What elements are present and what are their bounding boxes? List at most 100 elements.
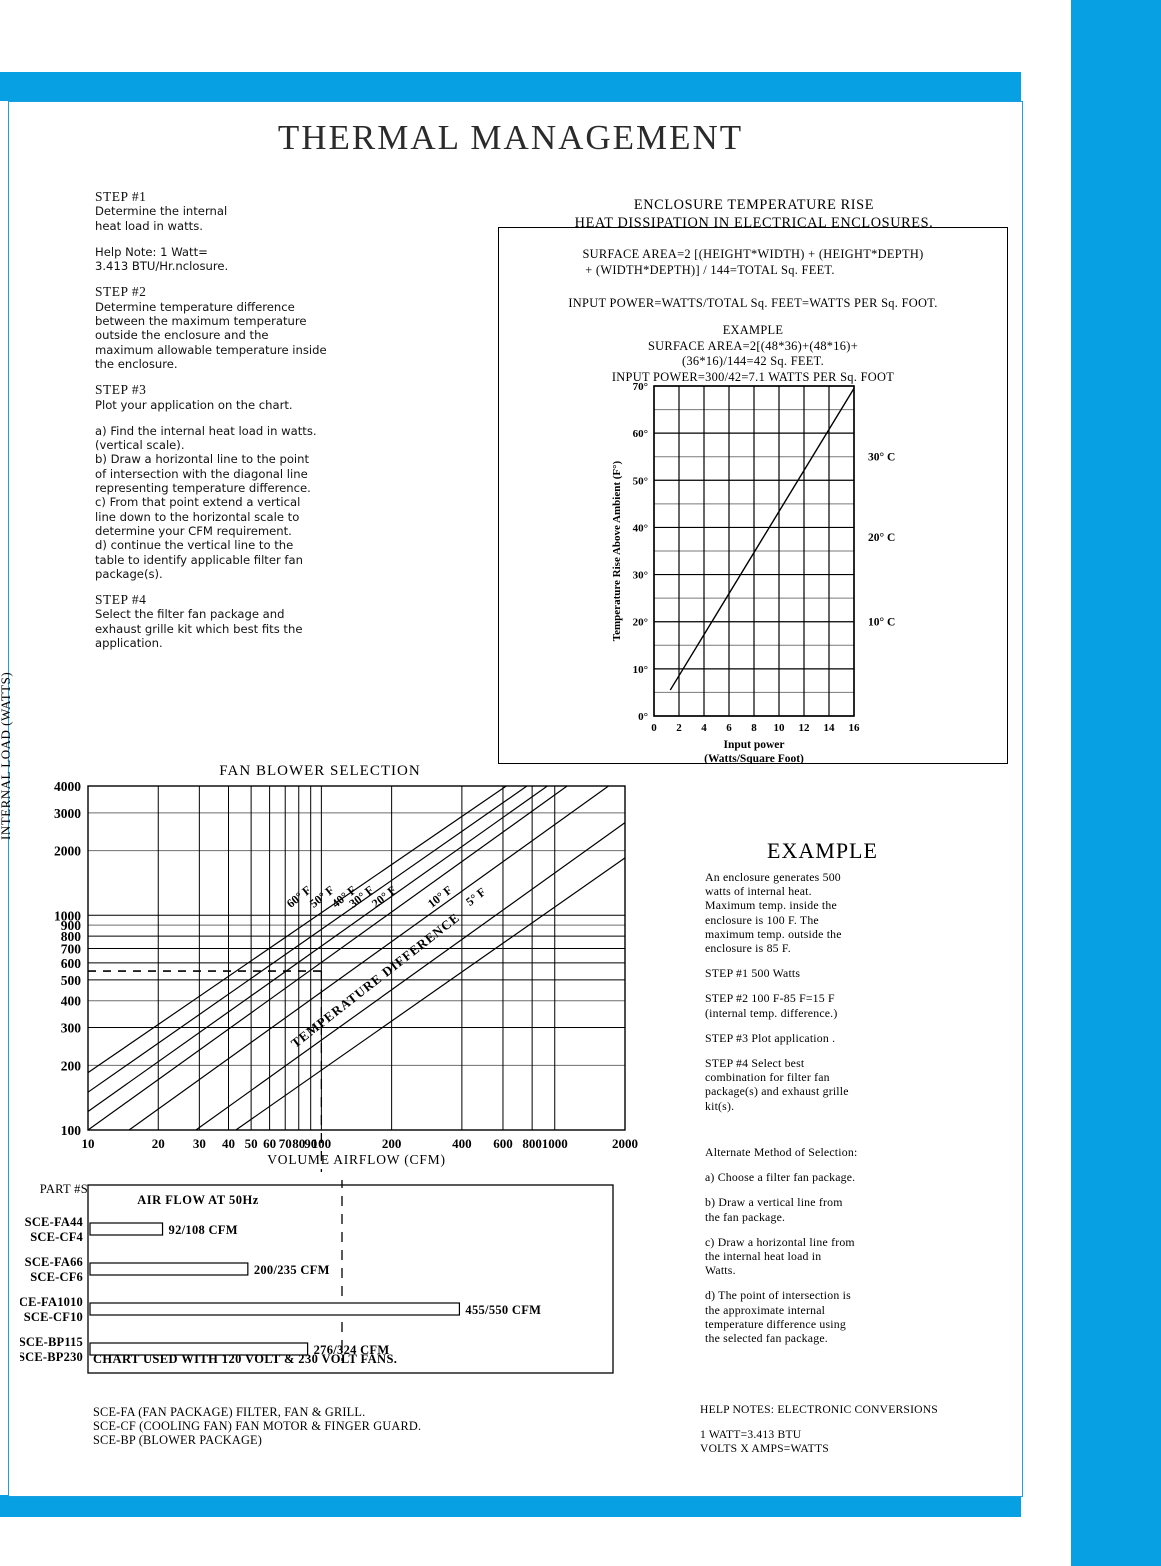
enclosure-temperature-rise-chart: 0° 10° 20° 30° 40° 50° 60° 70° 0 2 4 6 8 10 12 14 16 30° …	[499, 378, 1007, 763]
svg-text:100: 100	[312, 1136, 332, 1151]
svg-text:SCE-CF6: SCE-CF6	[30, 1270, 83, 1284]
svg-text:800: 800	[61, 929, 82, 944]
example-body: An enclosure generates 500 watts of inte…	[705, 870, 945, 1124]
fan-blower-x-axis-label: VOLUME AIRFLOW (CFM)	[267, 1152, 446, 1167]
help-notes-heading: HELP NOTES: ELECTRONIC CONVERSIONS	[700, 1403, 938, 1416]
footer-accent-bar	[0, 1495, 1021, 1517]
alternate-item-d: d) The point of intersection is the appr…	[705, 1288, 851, 1346]
svg-text:12: 12	[799, 722, 811, 734]
svg-text:200: 200	[382, 1136, 402, 1151]
svg-text:0: 0	[651, 722, 657, 734]
svg-text:200: 200	[61, 1058, 82, 1073]
svg-text:2: 2	[676, 722, 682, 734]
svg-text:14: 14	[824, 722, 836, 734]
svg-text:40°: 40°	[633, 522, 648, 534]
step3-body: Plot your application on the chart.	[95, 397, 293, 412]
svg-text:20°: 20°	[633, 617, 648, 629]
svg-text:800: 800	[522, 1136, 542, 1151]
svg-text:20° C: 20° C	[868, 532, 895, 544]
svg-text:(Watts/Square Foot): (Watts/Square Foot)	[704, 753, 804, 763]
svg-text:8: 8	[751, 722, 757, 734]
step1-heading: STEP #1	[95, 189, 147, 204]
svg-text:2000: 2000	[54, 844, 81, 859]
svg-text:Temperature Rise Above Ambient: Temperature Rise Above Ambient (F°)	[611, 460, 623, 641]
svg-text:Input power: Input power	[723, 739, 784, 751]
svg-text:30°: 30°	[633, 570, 648, 582]
fan-blower-chart-title: FAN BLOWER SELECTION	[219, 763, 421, 779]
svg-text:0°: 0°	[638, 711, 648, 723]
svg-text:4: 4	[701, 722, 707, 734]
enclosure-input-power-formula: INPUT POWER=WATTS/TOTAL Sq. FEET=WATTS P…	[568, 296, 938, 310]
step3-items: a) Find the internal heat load in watts.…	[95, 423, 317, 581]
page-title: THERMAL MANAGEMENT	[277, 118, 744, 157]
svg-text:455/550 CFM: 455/550 CFM	[465, 1303, 541, 1317]
alternate-item-b: b) Draw a vertical line from the fan pac…	[705, 1195, 843, 1224]
fan-blower-selection-chart: 100 200 300 400 500 600 700 800 900 1000 2000 3000 4…	[30, 778, 640, 1173]
fan-airflow-table: AIR FLOW AT 50Hz CHART USED WITH 120 VOLT…	[20, 1180, 620, 1385]
alternate-method-block: Alternate Method of Selection: a) Choose…	[705, 1145, 950, 1356]
formula-line2: + (WIDTH*DEPTH)] / 144=TOTAL Sq. FEET.	[585, 263, 835, 277]
svg-text:70: 70	[279, 1136, 292, 1151]
enclosure-panel: SURFACE AREA=2 [(HEIGHT*WIDTH) + (HEIGHT…	[498, 227, 1008, 764]
svg-text:SCE-FA44: SCE-FA44	[25, 1215, 84, 1229]
svg-text:600: 600	[493, 1136, 513, 1151]
svg-text:30: 30	[193, 1136, 206, 1151]
svg-text:3000: 3000	[54, 806, 81, 821]
help-notes-watt: 1 WATT=3.413 BTU	[700, 1428, 802, 1441]
svg-text:80: 80	[292, 1136, 305, 1151]
example-step1: STEP #1 500 Watts	[705, 966, 801, 981]
enclosure-title-line1: ENCLOSURE TEMPERATURE RISE	[633, 197, 875, 213]
svg-text:50: 50	[245, 1136, 258, 1151]
alternate-item-c: c) Draw a horizontal line from the inter…	[705, 1234, 855, 1278]
svg-text:16: 16	[849, 722, 861, 734]
svg-text:4000: 4000	[54, 779, 81, 794]
svg-text:400: 400	[61, 994, 82, 1009]
enclosure-example-line3: INPUT POWER=300/42=7.1 WATTS PER Sq. FOO…	[611, 369, 895, 384]
svg-text:SCE-FA1010: SCE-FA1010	[20, 1295, 83, 1309]
svg-text:10°: 10°	[633, 664, 648, 676]
example-step3: STEP #3 Plot application .	[705, 1030, 836, 1045]
help-notes-block: HELP NOTES: ELECTRONIC CONVERSIONS 1 WAT…	[700, 1403, 1000, 1456]
svg-text:100: 100	[61, 1123, 82, 1138]
example-step2: STEP #2 100 F-85 F=15 F (internal temp. …	[705, 991, 838, 1020]
steps-column: STEP #1 Determine the internal heat load…	[95, 189, 395, 662]
fan-blower-y-axis-label: INTERNAL LOAD (WATTS)	[0, 671, 13, 840]
formula-line1: SURFACE AREA=2 [(HEIGHT*WIDTH) + (HEIGHT…	[582, 247, 924, 261]
svg-text:40: 40	[222, 1136, 235, 1151]
step2-body: Determine temperature difference between…	[95, 299, 327, 371]
legend-line-cf: SCE-CF (COOLING FAN) FAN MOTOR & FINGER …	[93, 1419, 422, 1433]
fan-table-parts-header: PART #S	[39, 1182, 88, 1196]
svg-text:60: 60	[263, 1136, 276, 1151]
enclosure-example: EXAMPLE SURFACE AREA=2[(48*36)+(48*16)+ …	[499, 323, 1007, 385]
step2-heading: STEP #2	[95, 284, 147, 300]
svg-text:SCE-BP115: SCE-BP115	[20, 1335, 83, 1349]
help-note: Help Note: 1 Watt= 3.413 BTU/Hr.nclosure…	[95, 244, 229, 274]
enclosure-formula: SURFACE AREA=2 [(HEIGHT*WIDTH) + (HEIGHT…	[499, 246, 1007, 278]
svg-text:20° F: 20° F	[369, 883, 399, 911]
svg-text:10° C: 10° C	[868, 617, 895, 629]
svg-text:SCE-CF4: SCE-CF4	[30, 1230, 83, 1244]
svg-text:1000: 1000	[542, 1136, 568, 1151]
step3-heading: STEP #3	[95, 382, 147, 398]
svg-text:SCE-BP230: SCE-BP230	[20, 1350, 83, 1364]
step4-body: Select the filter fan package and exhaus…	[95, 607, 303, 651]
svg-text:10: 10	[82, 1136, 95, 1151]
alternate-heading: Alternate Method of Selection:	[705, 1145, 858, 1159]
part-code-legend: SCE-FA (FAN PACKAGE) FILTER, FAN & GRILL…	[93, 1405, 543, 1447]
svg-text:276/324 CFM: 276/324 CFM	[314, 1343, 390, 1357]
enclosure-example-line1: SURFACE AREA=2[(48*36)+(48*16)+	[647, 338, 859, 353]
svg-text:6: 6	[726, 722, 732, 734]
svg-text:200/235 CFM: 200/235 CFM	[254, 1263, 330, 1277]
svg-text:10: 10	[774, 722, 786, 734]
help-notes-volts: VOLTS X AMPS=WATTS	[700, 1442, 829, 1455]
example-title: EXAMPLE	[767, 838, 878, 863]
svg-text:SCE-CF10: SCE-CF10	[24, 1310, 83, 1324]
step4-heading: STEP #4	[95, 592, 147, 608]
enclosure-example-line2: (36*16)/144=42 Sq. FEET.	[682, 354, 824, 368]
svg-text:20: 20	[152, 1136, 165, 1151]
legend-line-fa: SCE-FA (FAN PACKAGE) FILTER, FAN & GRILL…	[93, 1405, 366, 1419]
svg-text:400: 400	[452, 1136, 472, 1151]
svg-text:300: 300	[61, 1021, 82, 1036]
svg-text:2000: 2000	[612, 1136, 638, 1151]
svg-text:SCE-FA66: SCE-FA66	[25, 1255, 83, 1269]
